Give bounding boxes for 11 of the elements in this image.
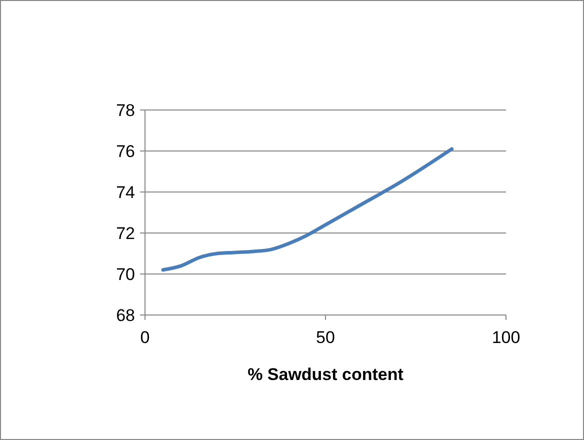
- x-tick-label: 50: [316, 328, 335, 347]
- y-tick-label: 78: [116, 100, 135, 120]
- y-tick-label: 68: [116, 306, 135, 325]
- line-series: [161, 147, 454, 272]
- x-tick-label: 100: [492, 328, 520, 347]
- y-tick-label: 70: [116, 264, 135, 284]
- y-tick-label: 72: [116, 224, 135, 243]
- x-tick-label: 0: [140, 328, 150, 347]
- y-tick-label: 74: [116, 182, 135, 202]
- x-axis-title: % Sawdust content: [248, 365, 404, 384]
- y-tick-label: 76: [116, 142, 135, 161]
